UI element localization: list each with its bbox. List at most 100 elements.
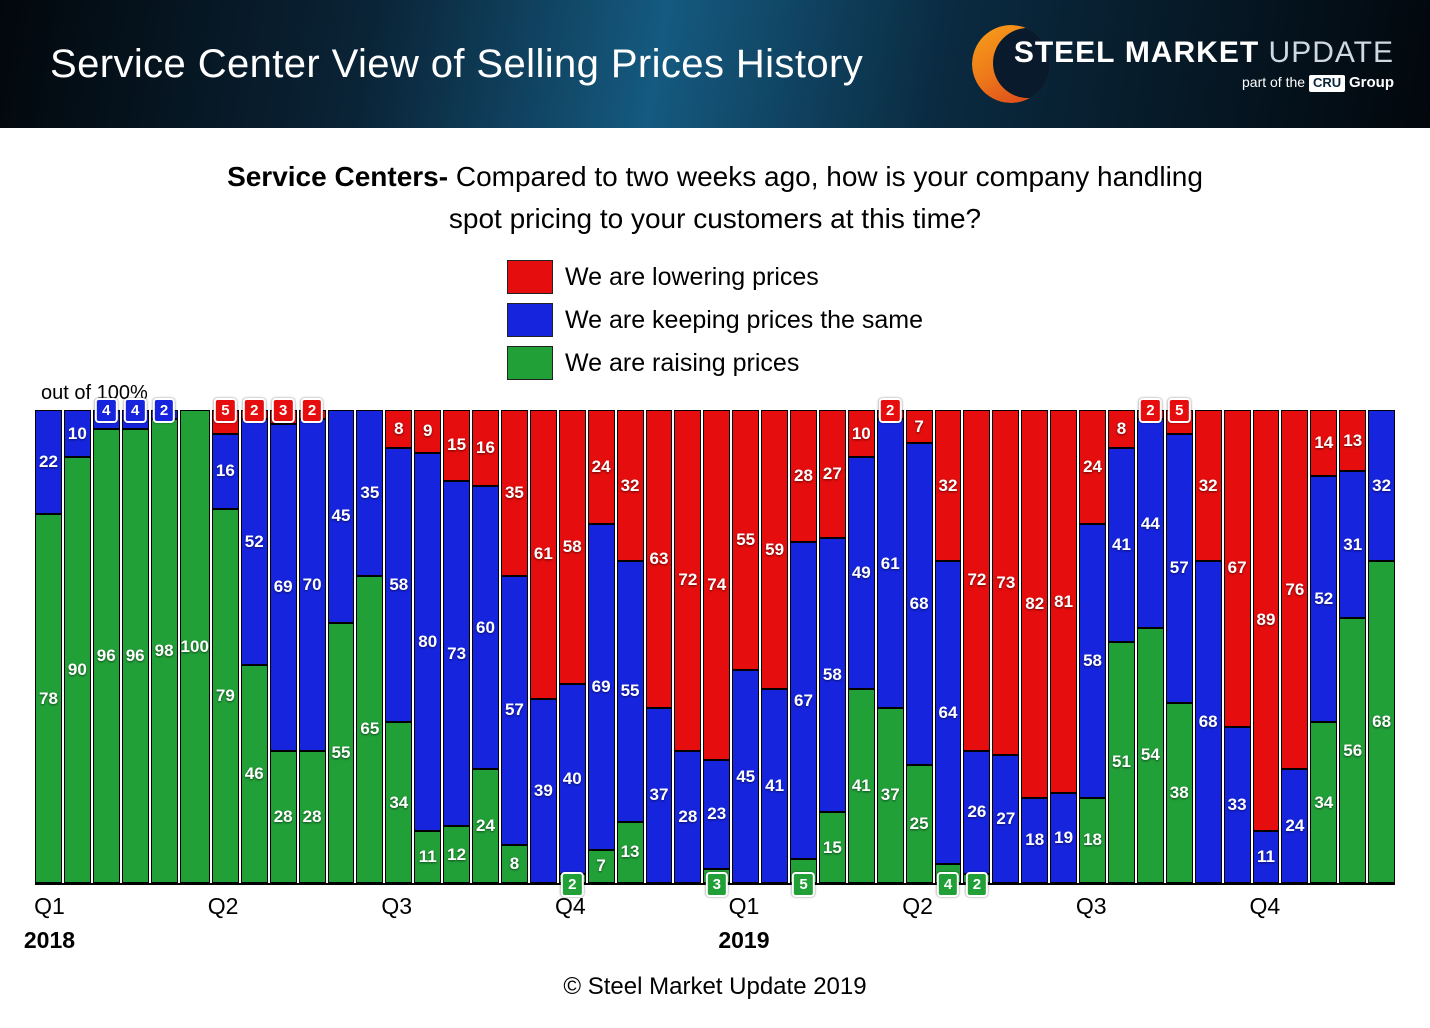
segment-value-label: 28 — [794, 466, 813, 486]
segment-keeping: 60 — [472, 485, 499, 770]
segment-value-label: 44 — [1140, 513, 1160, 533]
small-value-badge-raising: 4 — [936, 872, 960, 897]
chart-area: out of 100% 22 78 10 90 4 96 4 96 2 98 100 5 16 79 2 52… — [35, 382, 1396, 897]
bar-37: 24 58 18 — [1079, 410, 1106, 883]
bar-13: 8 58 34 — [385, 410, 413, 883]
segment-value-label: 32 — [1198, 475, 1218, 495]
segment-value-label: 81 — [1054, 591, 1074, 611]
bar-12: 35 65 — [356, 410, 384, 883]
segment-value-label: 18 — [1025, 830, 1045, 850]
bar-1: 22 78 — [35, 410, 62, 883]
segment-value-label: 28 — [273, 806, 293, 826]
segment-value-label: 69 — [273, 577, 293, 597]
axis-note: out of 100% — [41, 382, 148, 404]
bar-33: 72 26 2 — [963, 410, 991, 897]
bar-5: 2 98 — [150, 398, 178, 883]
segment-value-label: 78 — [38, 688, 58, 708]
bar-29: 10 49 41 — [847, 410, 875, 883]
bar-17: 35 57 8 — [500, 410, 528, 883]
logo-steel: STEEL — [1013, 36, 1116, 70]
segment-value-label: 49 — [851, 563, 871, 583]
segment-raising: 90 — [63, 457, 91, 883]
segment-lowering: 32 — [616, 410, 644, 562]
segment-raising: 37 — [876, 707, 904, 883]
bar-23: 72 28 — [674, 410, 702, 883]
chart-question-rest: Compared to two weeks ago, how is your c… — [448, 161, 1203, 234]
legend-label-lowering: We are lowering prices — [564, 262, 819, 291]
x-axis-label-Q2: Q2 — [207, 893, 239, 919]
bar-9: 3 69 28 — [269, 398, 297, 883]
bar-27: 28 67 5 — [790, 410, 817, 897]
logo-part-of: part of the — [1242, 74, 1306, 91]
bar-10: 2 70 28 — [298, 398, 326, 883]
legend-swatch-lowering — [506, 260, 553, 294]
segment-value-label: 15 — [447, 435, 467, 455]
segment-value-label: 68 — [1372, 712, 1392, 732]
segment-value-label: 13 — [1343, 430, 1363, 450]
segment-keeping: 49 — [847, 457, 875, 690]
segment-value-label: 13 — [620, 842, 640, 862]
x-axis-label-Q3: Q3 — [1075, 893, 1107, 919]
legend-item-keeping: We are keeping prices the same — [506, 303, 923, 337]
segment-value-label: 10 — [851, 423, 871, 443]
segment-raising: 96 — [92, 428, 120, 883]
segment-keeping: 33 — [1223, 726, 1251, 883]
segment-lowering: 32 — [1194, 410, 1222, 562]
segment-value-label: 72 — [967, 570, 987, 590]
segment-value-label: 24 — [591, 456, 611, 476]
segment-value-label: 45 — [331, 506, 351, 526]
segment-value-label: 35 — [360, 482, 380, 502]
stacked-bar-chart: 22 78 10 90 4 96 4 96 2 98 100 5 16 79 2 52 46 3 69 28 2 70 28… — [35, 398, 1396, 897]
x-axis-years: 2018 2019 — [24, 925, 1395, 957]
segment-value-label: 100 — [180, 636, 209, 656]
bar-8: 2 52 46 — [240, 398, 268, 883]
segment-value-label: 68 — [1198, 712, 1218, 732]
segment-value-label: 67 — [794, 690, 813, 710]
segment-lowering: 72 — [674, 410, 702, 751]
segment-raising: 96 — [121, 428, 149, 883]
bar-32: 32 64 4 — [934, 410, 962, 897]
segment-value-label: 7 — [596, 856, 606, 876]
segment-keeping: 26 — [963, 750, 991, 874]
segment-keeping: 10 — [63, 410, 91, 458]
segment-keeping: 68 — [1194, 561, 1222, 883]
bar-39: 2 44 54 — [1136, 398, 1164, 883]
segment-lowering: 9 — [414, 410, 442, 453]
segment-value-label: 57 — [1169, 558, 1189, 578]
chart-question-bold: Service Centers- — [227, 161, 449, 192]
segment-value-label: 8 — [509, 854, 520, 874]
bar-7: 5 16 79 — [211, 398, 239, 883]
small-value-badge-lowering: 5 — [1168, 398, 1191, 423]
segment-value-label: 96 — [125, 645, 145, 665]
bar-18: 61 39 — [529, 410, 557, 883]
segment-value-label: 32 — [1372, 475, 1392, 495]
segment-keeping: 52 — [240, 419, 268, 666]
cru-badge: CRU — [1308, 75, 1346, 92]
segment-value-label: 23 — [707, 804, 727, 824]
segment-value-label: 74 — [707, 575, 727, 594]
small-value-badge-lowering: 2 — [243, 398, 266, 423]
segment-value-label: 14 — [1314, 433, 1334, 453]
segment-value-label: 98 — [154, 641, 174, 661]
segment-keeping: 18 — [1021, 797, 1049, 883]
small-value-badge-raising: 5 — [792, 872, 815, 897]
segment-value-label: 72 — [678, 570, 698, 590]
segment-value-label: 11 — [418, 846, 437, 866]
segment-raising: 54 — [1136, 627, 1164, 883]
year-label-2018: 2018 — [23, 927, 76, 953]
segment-raising: 79 — [211, 509, 239, 883]
small-value-badge-keeping: 2 — [152, 398, 176, 423]
bar-19: 58 40 2 — [558, 410, 586, 897]
segment-keeping: 19 — [1050, 793, 1078, 883]
segment-lowering: 32 — [934, 410, 962, 562]
segment-value-label: 82 — [1025, 593, 1045, 613]
segment-value-label: 9 — [422, 421, 433, 441]
segment-keeping: 23 — [703, 760, 731, 869]
segment-lowering: 61 — [529, 410, 557, 699]
segment-keeping: 41 — [1108, 447, 1135, 642]
segment-value-label: 32 — [620, 475, 640, 495]
segment-value-label: 37 — [649, 785, 669, 805]
segment-value-label: 7 — [914, 416, 924, 436]
segment-keeping: 35 — [356, 410, 384, 576]
bar-28: 27 58 15 — [818, 410, 846, 883]
